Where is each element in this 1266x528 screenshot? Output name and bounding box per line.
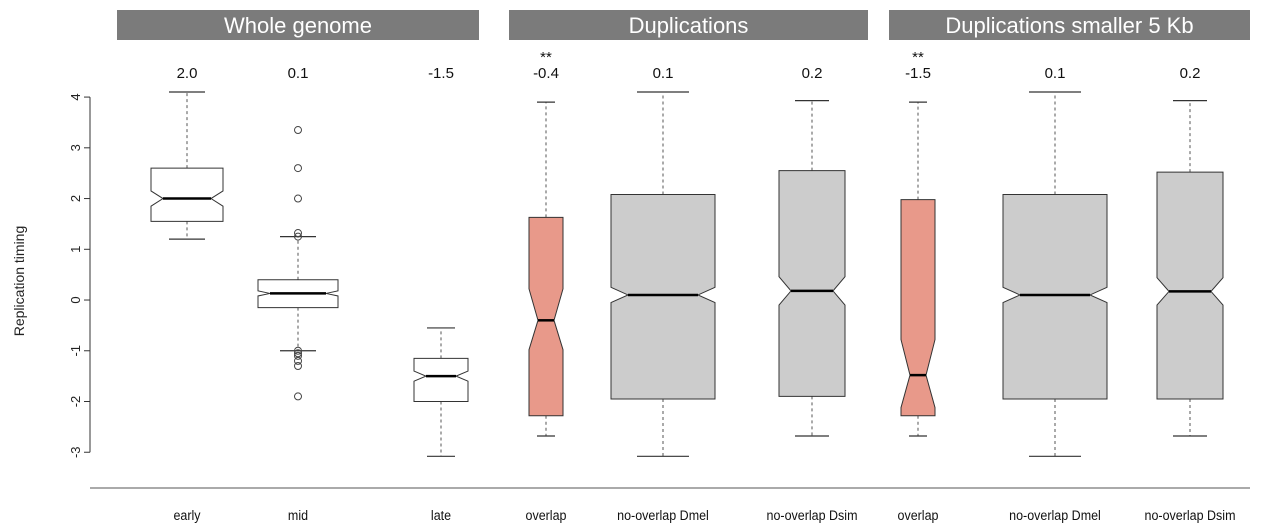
box-body: [610, 193, 716, 400]
box-body: [778, 170, 846, 397]
y-tick-label: -3: [68, 446, 83, 458]
x-tick-label: no-overlap Dsim: [767, 507, 858, 523]
box-4: 0.1 no-overlap Dmel: [610, 65, 716, 523]
y-tick-label: -2: [68, 396, 83, 408]
box-body: [528, 216, 564, 417]
group-header: Duplications: [509, 10, 868, 40]
y-tick-label: 1: [68, 246, 83, 253]
box-2: -1.5 late: [413, 65, 469, 523]
group-header-label: Whole genome: [224, 13, 372, 38]
outlier-point: [294, 126, 302, 135]
box-7: 0.1 no-overlap Dmel: [1002, 65, 1108, 523]
y-tick-label: -1: [68, 345, 83, 357]
group-header: Whole genome: [117, 10, 479, 40]
y-axis-label: Replication timing: [11, 226, 27, 337]
median-value-label: -1.5: [428, 65, 454, 82]
group-header-bg: [889, 10, 1250, 40]
box-body: [1156, 171, 1224, 400]
outlier-point: [294, 392, 302, 401]
outlier-point: [294, 356, 302, 365]
median-value-label: 0.1: [653, 65, 674, 82]
outlier-point: [294, 351, 302, 360]
group-header-bg: [117, 10, 479, 40]
y-tick-label: 2: [68, 195, 83, 202]
box-6: -1.5** overlap: [898, 49, 939, 523]
outlier-point: [294, 361, 302, 370]
group-header-bg: [509, 10, 868, 40]
outlier-point: [294, 229, 302, 238]
box-1: 0.1 mid: [257, 65, 339, 523]
box-8: 0.2 no-overlap Dsim: [1145, 65, 1236, 523]
plot-area: 2.0early0.1mid-1.5late-0.4**overlap0.1no…: [150, 49, 1236, 523]
median-value-label: 0.2: [1180, 65, 1201, 82]
outlier-point: [294, 232, 302, 241]
box-5: 0.2 no-overlap Dsim: [767, 65, 858, 523]
x-tick-label: overlap: [526, 507, 567, 523]
outlier-point: [294, 164, 302, 173]
x-tick-label: early: [173, 507, 200, 523]
x-tick-label: no-overlap Dmel: [617, 507, 709, 523]
y-tick-label: 4: [68, 93, 83, 100]
box-0: 2.0 early: [150, 65, 224, 523]
significance-stars: **: [540, 49, 552, 66]
outlier-point: [294, 349, 302, 358]
group-headers: Whole genome Duplications Duplications sma…: [117, 10, 1250, 40]
box-body: [413, 357, 469, 403]
significance-stars: **: [912, 49, 924, 66]
median-value-label: 0.1: [1045, 65, 1066, 82]
box-body: [150, 167, 224, 222]
box-body: [1002, 193, 1108, 400]
outlier-point: [294, 194, 302, 203]
median-value-label: 0.2: [802, 65, 823, 82]
median-value-label: -0.4: [533, 65, 559, 82]
x-tick-label: overlap: [898, 507, 939, 523]
median-value-label: -1.5: [905, 65, 931, 82]
y-tick-label: 3: [68, 144, 83, 151]
box-body: [900, 199, 936, 417]
group-header: Duplications smaller 5 Kb: [889, 10, 1250, 40]
group-header-label: Duplications: [629, 13, 749, 38]
axes: -3 -2 -1 0 1 2 3 4: [68, 93, 1250, 489]
outlier-point: [294, 346, 302, 355]
box-3: -0.4** overlap: [526, 49, 567, 523]
median-value-label: 0.1: [288, 65, 309, 82]
x-tick-label: mid: [288, 507, 308, 523]
x-tick-label: no-overlap Dmel: [1009, 507, 1101, 523]
median-value-label: 2.0: [177, 65, 198, 82]
y-tick-label: 0: [68, 296, 83, 303]
x-tick-label: late: [431, 507, 451, 523]
group-header-label: Duplications smaller 5 Kb: [945, 13, 1193, 38]
x-tick-label: no-overlap Dsim: [1145, 507, 1236, 523]
